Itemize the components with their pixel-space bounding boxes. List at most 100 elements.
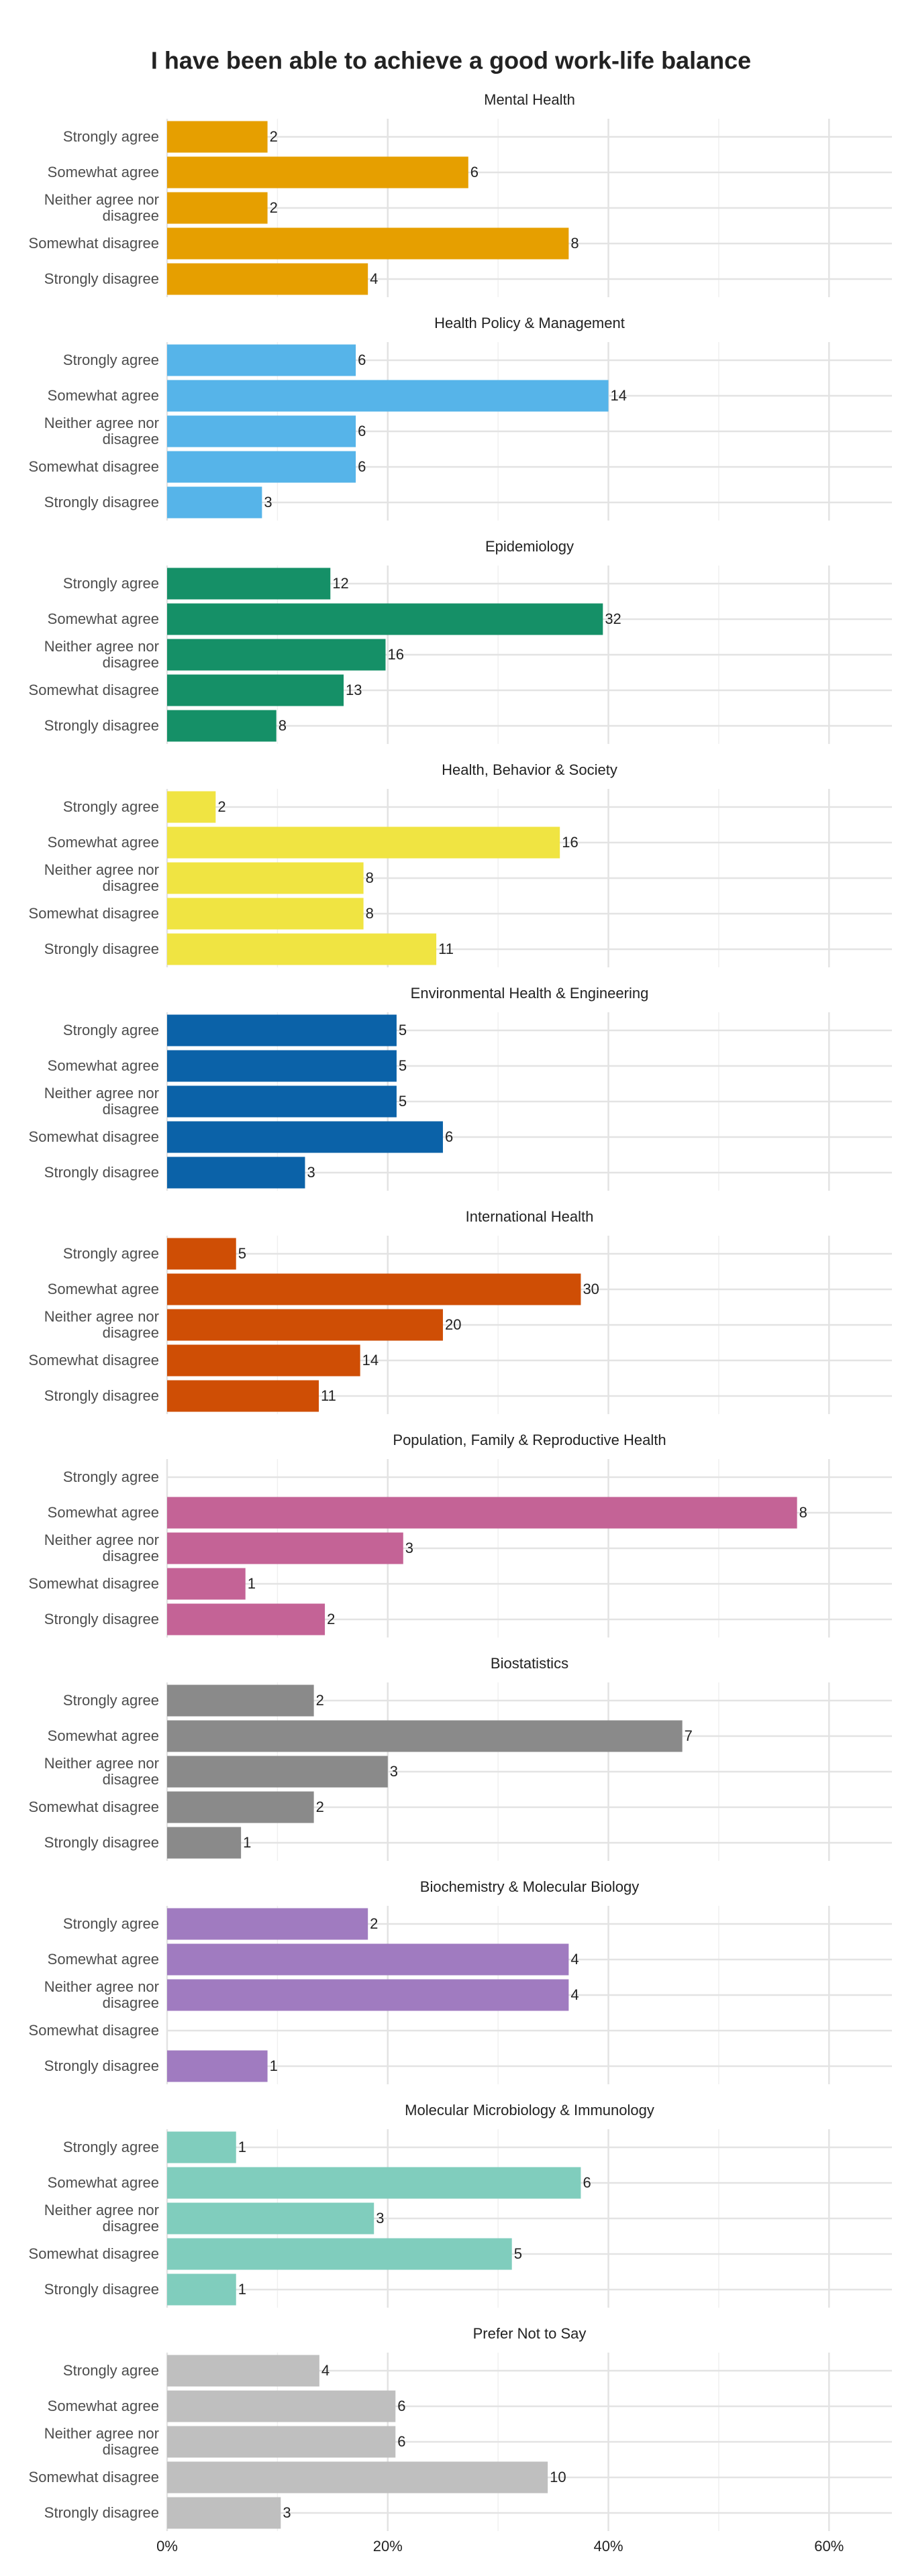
data-label: 8 xyxy=(799,1504,807,1521)
bar xyxy=(167,1791,314,1823)
y-tick-label: Strongly disagree xyxy=(44,494,159,511)
y-tick-label: Somewhat disagree xyxy=(28,1352,159,1368)
data-label: 1 xyxy=(238,2139,246,2155)
bar xyxy=(167,1720,683,1752)
bar xyxy=(167,344,356,376)
y-tick-label: Somewhat disagree xyxy=(28,458,159,475)
facet-title: Biostatistics xyxy=(491,1655,568,1672)
y-tick-label: Strongly disagree xyxy=(44,1611,159,1627)
data-label: 6 xyxy=(397,2433,405,2450)
y-tick-label: Strongly disagree xyxy=(44,270,159,287)
data-label: 5 xyxy=(514,2245,522,2262)
y-tick-label: Neither agree nor disagree xyxy=(44,1308,159,1341)
y-tick-label: Strongly agree xyxy=(62,2362,159,2379)
data-label: 4 xyxy=(321,2362,330,2379)
facet-title: Prefer Not to Say xyxy=(473,2325,587,2342)
bar xyxy=(167,1827,242,1859)
data-label: 2 xyxy=(270,128,278,145)
bar xyxy=(167,1684,314,1717)
chart-title: I have been able to achieve a good work-… xyxy=(151,47,751,74)
facet-title: Molecular Microbiology & Immunology xyxy=(405,2102,654,2118)
y-tick-label: Strongly agree xyxy=(62,1692,159,1709)
y-tick-label: Somewhat agree xyxy=(47,1504,159,1521)
facet-title: Epidemiology xyxy=(485,538,574,555)
data-label: 8 xyxy=(279,717,287,734)
bar xyxy=(167,486,262,519)
data-label: 2 xyxy=(316,1692,324,1709)
y-tick-label: Strongly disagree xyxy=(44,1834,159,1851)
data-label: 6 xyxy=(445,1128,453,1145)
bar xyxy=(167,192,268,224)
data-label: 12 xyxy=(332,575,348,592)
data-label: 2 xyxy=(217,798,225,815)
facet-title: Health Policy & Management xyxy=(434,315,625,331)
bar xyxy=(167,1273,581,1305)
data-label: 3 xyxy=(264,494,272,511)
data-label: 8 xyxy=(366,869,374,886)
data-label: 2 xyxy=(370,1915,378,1932)
data-label: 32 xyxy=(605,610,621,627)
bar xyxy=(167,2461,548,2493)
facet-title: Biochemistry & Molecular Biology xyxy=(420,1878,639,1895)
bar xyxy=(167,898,364,930)
bar xyxy=(167,603,603,635)
data-label: 6 xyxy=(397,2398,405,2414)
bar xyxy=(167,1497,797,1529)
y-tick-label: Somewhat disagree xyxy=(28,905,159,922)
bar xyxy=(167,227,569,260)
data-label: 3 xyxy=(390,1763,398,1780)
bar xyxy=(167,639,386,671)
y-tick-label: Neither agree nor disagree xyxy=(44,191,159,224)
y-tick-label: Somewhat agree xyxy=(47,834,159,851)
bar xyxy=(167,1979,569,2011)
y-tick-label: Strongly agree xyxy=(62,575,159,592)
data-label: 1 xyxy=(238,2281,246,2298)
y-tick-label: Somewhat disagree xyxy=(28,1575,159,1592)
bar xyxy=(167,1568,246,1600)
bar xyxy=(167,2202,374,2235)
bar xyxy=(167,451,356,483)
data-label: 2 xyxy=(316,1799,324,1815)
y-tick-label: Strongly disagree xyxy=(44,2057,159,2074)
x-tick-label: 60% xyxy=(814,2538,844,2555)
y-tick-label: Neither agree nor disagree xyxy=(44,861,159,894)
y-tick-label: Neither agree nor disagree xyxy=(44,2425,159,2458)
facet-title: Mental Health xyxy=(484,91,575,108)
data-label: 4 xyxy=(570,1986,579,2003)
bar xyxy=(167,791,216,823)
data-label: 6 xyxy=(470,164,479,180)
data-label: 7 xyxy=(685,1727,693,1744)
y-tick-label: Somewhat agree xyxy=(47,610,159,627)
x-tick-label: 0% xyxy=(156,2538,178,2555)
bar xyxy=(167,1085,397,1118)
data-label: 13 xyxy=(346,682,362,698)
y-tick-label: Neither agree nor disagree xyxy=(44,1085,159,1118)
y-tick-label: Somewhat agree xyxy=(47,2174,159,2191)
y-tick-label: Neither agree nor disagree xyxy=(44,415,159,447)
x-tick-label: 20% xyxy=(373,2538,403,2555)
y-tick-label: Somewhat disagree xyxy=(28,682,159,698)
y-tick-label: Somewhat agree xyxy=(47,2398,159,2414)
y-tick-label: Somewhat disagree xyxy=(28,2245,159,2262)
y-tick-label: Strongly disagree xyxy=(44,1387,159,1404)
bar xyxy=(167,1014,397,1046)
bar xyxy=(167,2167,581,2199)
data-label: 1 xyxy=(270,2057,278,2074)
data-label: 6 xyxy=(358,423,366,439)
y-tick-label: Strongly disagree xyxy=(44,2281,159,2298)
data-label: 3 xyxy=(405,1540,413,1556)
bar xyxy=(167,2355,319,2387)
y-tick-label: Neither agree nor disagree xyxy=(44,1532,159,1564)
bar xyxy=(167,2131,236,2163)
bar xyxy=(167,121,268,153)
data-label: 2 xyxy=(327,1611,335,1627)
y-tick-label: Strongly agree xyxy=(62,2139,159,2155)
facet-title: Population, Family & Reproductive Health xyxy=(393,1432,666,1448)
y-tick-label: Strongly disagree xyxy=(44,941,159,957)
y-tick-label: Somewhat agree xyxy=(47,1057,159,1074)
data-label: 30 xyxy=(583,1281,599,1297)
data-label: 11 xyxy=(321,1387,336,1404)
bar xyxy=(167,710,277,742)
